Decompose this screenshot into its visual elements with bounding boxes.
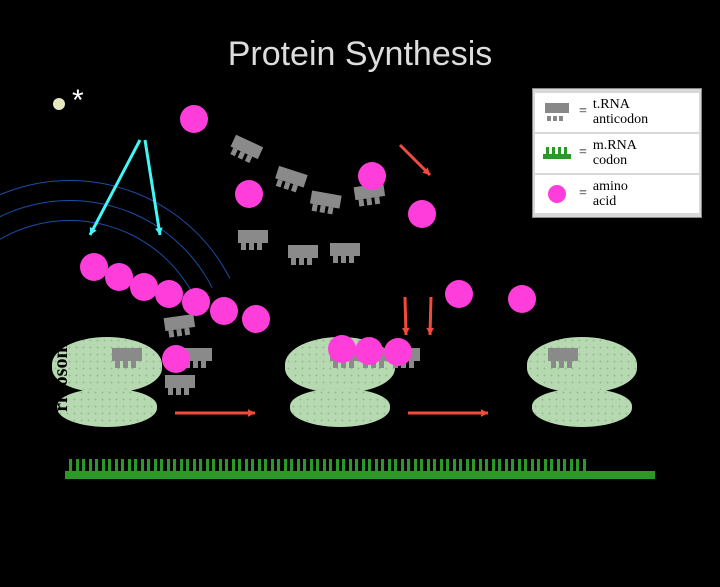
red-arrow <box>422 289 439 343</box>
legend-label: t.RNAanticodon <box>593 97 648 128</box>
amino-acid <box>80 253 108 281</box>
amino-acid <box>242 305 270 333</box>
amino-acid <box>155 280 183 308</box>
legend-row: =t.RNAanticodon <box>535 93 699 132</box>
red-arrow <box>397 289 414 343</box>
trna <box>165 375 195 397</box>
amino-acid <box>130 273 158 301</box>
amino-acid <box>508 285 536 313</box>
amino-acid <box>210 297 238 325</box>
trna <box>330 243 360 265</box>
legend-row: =m.RNAcodon <box>535 134 699 173</box>
trna <box>548 348 578 370</box>
amino-acid <box>235 180 263 208</box>
legend-label: aminoacid <box>593 179 628 210</box>
trna <box>238 230 268 252</box>
amino-acid <box>408 200 436 228</box>
ribosome <box>520 337 645 427</box>
amino-acid-icon <box>548 185 566 203</box>
mrna-strand <box>65 455 655 479</box>
mrna-icon <box>543 147 571 159</box>
amino-acid <box>162 345 190 373</box>
legend-box: =t.RNAanticodon=m.RNAcodon=aminoacid <box>532 88 702 218</box>
ribosome-label: ribosome <box>50 333 73 412</box>
red-arrow <box>400 405 496 421</box>
amino-acid <box>328 335 356 363</box>
trna <box>112 348 142 370</box>
amino-acid <box>180 105 208 133</box>
amino-acid <box>355 337 383 365</box>
cyan-arrow <box>137 132 168 243</box>
trna <box>227 135 263 168</box>
red-arrow <box>167 405 263 421</box>
trna-icon <box>545 103 569 121</box>
ribosome-label: ribosome <box>638 333 661 412</box>
amino-acid <box>445 280 473 308</box>
amino-acid <box>105 263 133 291</box>
trna <box>308 191 341 218</box>
legend-row: =aminoacid <box>535 175 699 214</box>
amino-acid <box>358 162 386 190</box>
legend-label: m.RNAcodon <box>593 138 637 169</box>
trna <box>288 245 318 267</box>
page-title: Protein Synthesis <box>228 35 493 74</box>
red-arrow <box>392 137 438 183</box>
amino-acid <box>182 288 210 316</box>
trna <box>164 314 197 340</box>
trna <box>272 166 307 196</box>
